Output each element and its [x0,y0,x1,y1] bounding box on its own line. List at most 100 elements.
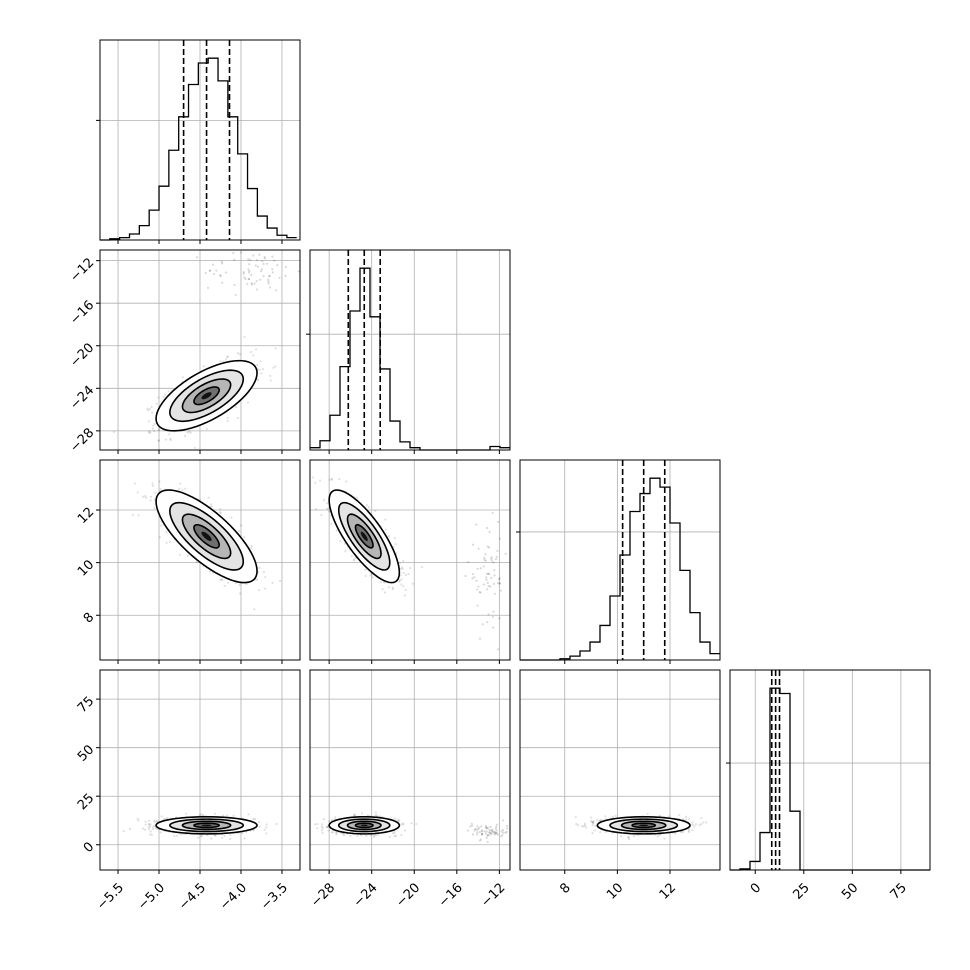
sample-point [214,834,217,837]
sample-point [253,608,256,611]
sample-point [226,416,229,420]
sample-point [658,814,661,818]
sample-point [353,558,356,561]
sample-point [153,498,156,501]
sample-point [485,526,489,530]
sample-point [335,831,339,834]
sample-point [591,832,594,835]
sample-point [254,264,257,267]
sample-point [371,576,374,579]
sample-point [485,576,488,579]
sample-point [684,818,688,821]
sample-point [320,514,323,517]
sample-point [169,437,172,440]
sample-point [495,831,498,835]
sample-point [500,830,503,833]
sample-point [243,535,246,539]
sample-point [360,812,364,815]
sample-point [485,827,489,830]
sample-point [186,431,189,434]
sample-point [267,280,270,283]
contour-line [328,489,401,584]
sample-point [159,831,162,834]
sample-point [254,348,258,351]
sample-point [496,833,499,836]
sample-point [165,541,168,544]
sample-point [486,588,489,591]
sample-point [495,832,498,835]
sample-point [257,820,261,824]
sample-point [404,589,407,592]
sample-point [185,812,188,815]
sample-point [247,258,250,261]
sample-point [399,567,402,571]
sample-point [159,488,162,491]
sample-point [511,550,513,552]
sample-point [482,565,485,568]
sample-point [512,831,514,833]
sample-point [487,572,490,575]
sample-point [253,818,257,821]
sample-point [492,626,495,629]
sample-point [576,824,580,827]
sample-point [260,372,263,375]
panel-frame [309,669,511,871]
sample-point [505,830,508,833]
density-level [201,531,212,541]
sample-point [246,282,249,286]
sample-point [316,827,319,830]
sample-point [212,263,215,266]
sample-point [274,365,277,368]
sample-point [153,430,156,433]
sample-point [232,814,235,817]
sample-point [322,818,325,821]
sample-point [476,588,479,591]
sample-point [328,478,331,481]
sample-point [352,559,355,562]
sample-point [157,429,160,432]
sample-point [155,820,159,823]
sample-point [398,562,401,565]
panel-frame [729,669,931,871]
sample-point [476,831,479,834]
sample-point [226,355,230,358]
sample-point [157,396,160,399]
sample-point [402,559,405,563]
sample-point [320,829,324,832]
sample-point [481,832,484,835]
sample-point [321,826,324,830]
contour-line [193,386,220,406]
sample-point [162,395,165,399]
sample-point [496,648,500,651]
sample-point [179,833,182,836]
sample-point [214,812,217,815]
sample-point [330,478,333,481]
sample-point [239,524,243,527]
sample-point [365,834,368,838]
sample-point [491,615,495,618]
sample-point [167,390,170,393]
sample-point [153,824,156,828]
sample-point [207,496,210,499]
sample-point [233,283,236,287]
sample-point [159,524,163,527]
panel-frame [309,249,511,451]
sample-point [284,274,287,278]
sample-point [374,509,377,512]
sample-point [342,832,345,836]
sample-point [485,836,488,839]
sample-point [506,827,509,830]
sample-point [338,478,341,481]
sample-point [198,813,201,817]
histogram-step [520,477,720,661]
sample-point [486,545,489,548]
sample-point [259,360,262,363]
sample-point [356,834,359,837]
sample-point [374,814,377,817]
sample-point [238,592,242,595]
panel-frame [519,459,721,661]
sample-point [136,817,139,821]
sample-point [314,508,318,511]
sample-point [259,278,262,281]
sample-point [173,834,176,838]
